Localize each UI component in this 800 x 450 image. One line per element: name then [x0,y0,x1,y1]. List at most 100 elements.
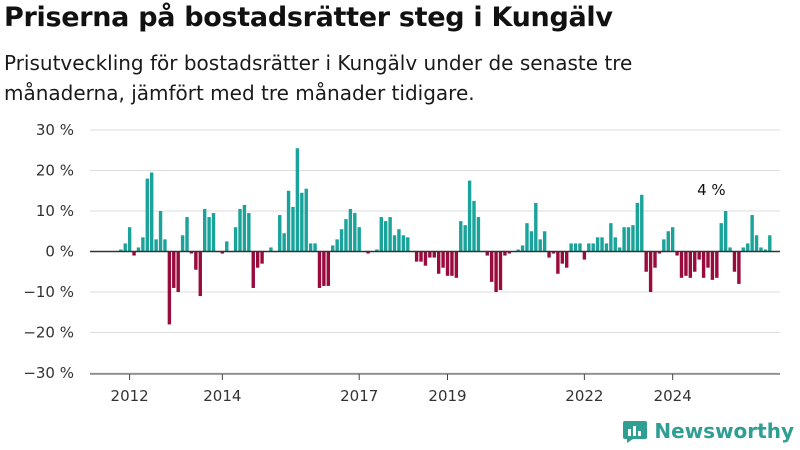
bar [595,237,600,252]
bar [600,237,604,252]
bar [366,251,370,254]
bar [693,251,697,272]
bar [498,251,503,290]
bar [768,235,772,252]
bar [706,251,710,268]
bar [485,251,489,256]
bar [675,251,679,256]
x-tick-label: 2019 [428,387,466,405]
bar [123,243,127,252]
bar [538,239,542,252]
bar [631,225,635,252]
bar [145,178,149,252]
bar [251,251,255,288]
bar [282,233,286,252]
bar [278,215,282,252]
bar [472,200,476,252]
bar [141,237,145,252]
y-tick-label: 10 % [36,202,74,220]
bar [648,251,653,292]
bar [467,180,472,252]
bar [697,251,701,260]
bar [684,251,688,276]
bar [428,251,432,258]
bar [331,245,335,252]
bar [587,243,591,252]
bar [569,243,573,252]
bar [335,239,339,252]
bar [560,251,564,264]
bar [547,251,551,258]
bar [392,235,397,252]
bar [158,211,163,252]
x-tick-label: 2024 [654,387,692,405]
bar [626,227,631,252]
bar [260,251,264,264]
y-axis-ticks: −30 % −20 % −10 % 0 % 10 % 20 % 30 % [23,121,74,382]
chart-subtitle: Prisutveckling för bostadsrätter i Kungä… [4,51,633,105]
bar [419,251,423,262]
bar [750,215,754,252]
bar [591,243,595,252]
bar [507,251,512,254]
bar [154,239,158,252]
bar [459,221,463,252]
bar [529,231,534,252]
bar [119,249,123,252]
bar [348,208,353,252]
bar [754,235,759,252]
bar [406,237,410,252]
bar [445,251,450,276]
bar [132,251,136,256]
bar [198,251,202,297]
bar [604,243,609,252]
newsworthy-brand: Newsworthy [622,418,794,444]
bar [573,243,578,252]
annotations: 4 % [697,181,726,199]
gridlines [90,129,780,374]
bar [189,251,194,254]
bar [719,223,723,252]
y-tick-label: 0 % [45,243,74,261]
bar [701,251,706,278]
bar [476,217,481,252]
bar [344,219,348,252]
bar [379,217,383,252]
bar [715,251,719,278]
bar [653,251,657,268]
bar [746,243,750,252]
bar [238,208,242,252]
bar [635,202,640,252]
bar [551,251,556,254]
bar [556,251,560,274]
x-tick-label: 2014 [203,387,241,405]
bar [353,213,357,252]
bar [414,251,419,262]
bar [710,251,715,280]
bar [534,202,538,252]
bar [763,249,768,252]
bar [255,251,260,268]
bar [269,247,273,252]
bar [180,235,185,252]
bar [622,227,626,252]
y-tick-label: −20 % [23,324,74,342]
bar [176,251,180,292]
bar [436,251,441,274]
bar [728,247,732,252]
bar [313,243,317,252]
bar [609,223,613,252]
last-value-label: 4 % [697,181,726,199]
bar [670,227,675,252]
bar [136,247,141,252]
bar [291,206,295,252]
bar [657,251,662,254]
bar [317,251,322,288]
bar [578,243,582,252]
bar [644,251,648,272]
bar [741,247,746,252]
bar [339,229,344,252]
bar [516,249,520,252]
bar [759,247,763,252]
y-tick-label: 30 % [36,121,74,139]
